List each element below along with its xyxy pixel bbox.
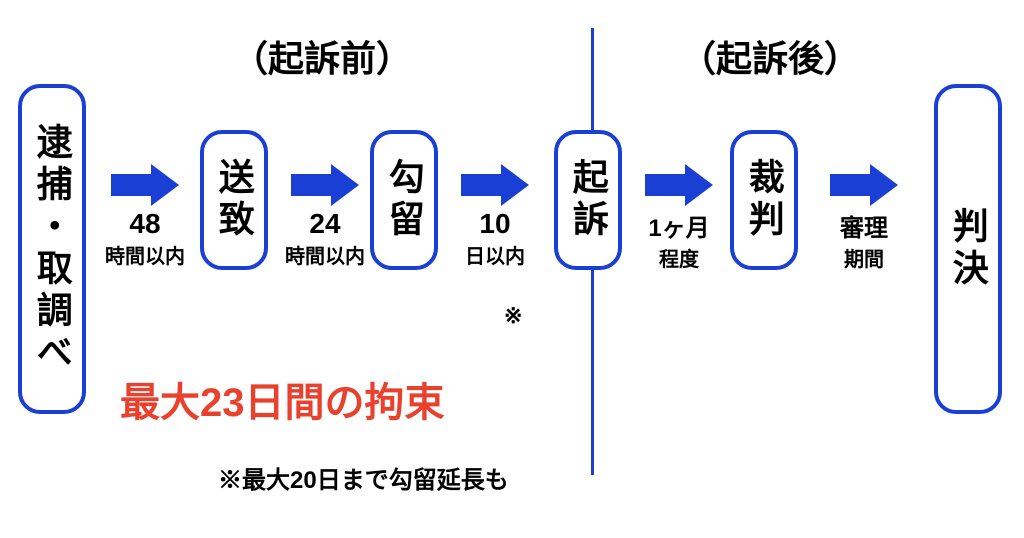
footnote-text: ※最大20日まで勾留延長も — [218, 460, 509, 495]
node-send-label: 送致 — [214, 158, 254, 242]
arrow-icon — [291, 164, 359, 206]
arrow-icon — [461, 164, 529, 206]
section-title-pre: （起訴前） — [232, 30, 412, 82]
section-title-post: （起訴後） — [680, 30, 860, 82]
arrow-1-big: 48 — [129, 208, 160, 240]
arrow-5-big: 審理 — [840, 208, 888, 243]
node-trial: 裁判 — [730, 130, 798, 270]
node-detain-label: 勾留 — [384, 158, 424, 242]
node-indict-label: 起訴 — [568, 158, 608, 242]
flowchart-container: （起訴前） （起訴後） 逮捕・取調べ 送致 勾留 起訴 裁判 判決 48 時間以… — [0, 0, 1024, 538]
arrow-2-small: 時間以内 — [285, 240, 365, 269]
arrow-4-big: 1ヶ月 — [648, 208, 709, 243]
arrow-1: 48 時間以内 — [100, 164, 190, 269]
highlight-text: 最大23日間の拘束 — [120, 370, 445, 428]
arrow-icon — [645, 164, 713, 206]
arrow-4-small: 程度 — [659, 243, 699, 272]
arrow-2-big: 24 — [309, 208, 340, 240]
arrow-3-small: 日以内 — [465, 240, 525, 269]
arrow-3-big: 10 — [479, 208, 510, 240]
arrow-3: 10 日以内 — [450, 164, 540, 269]
arrow-1-small: 時間以内 — [105, 240, 185, 269]
node-arrest-label: 逮捕・取調べ — [32, 123, 72, 375]
node-verdict-label: 判決 — [948, 207, 988, 291]
node-verdict: 判決 — [934, 84, 1002, 414]
arrow-5-small: 期間 — [844, 243, 884, 272]
node-arrest: 逮捕・取調べ — [18, 84, 86, 414]
asterisk-mark: ※ — [504, 303, 522, 329]
arrow-icon — [111, 164, 179, 206]
arrow-icon — [830, 164, 898, 206]
arrow-2: 24 時間以内 — [280, 164, 370, 269]
node-indict: 起訴 — [554, 130, 622, 270]
arrow-5: 審理 期間 — [814, 164, 914, 272]
node-detain: 勾留 — [370, 130, 438, 270]
node-trial-label: 裁判 — [744, 158, 784, 242]
arrow-4: 1ヶ月 程度 — [634, 164, 724, 272]
node-send: 送致 — [200, 130, 268, 270]
